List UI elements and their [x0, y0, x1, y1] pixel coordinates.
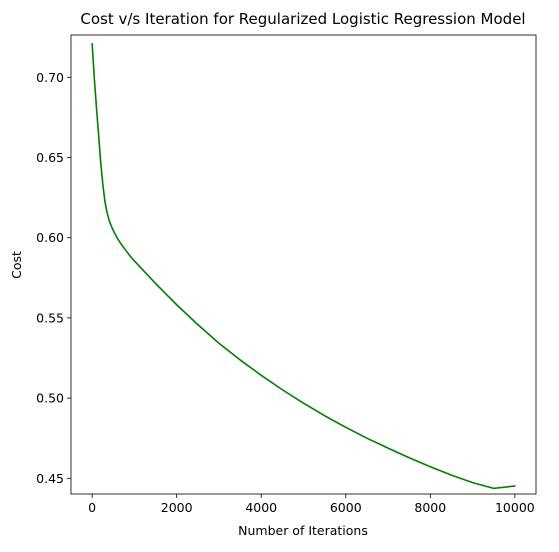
y-tick-label: 0.65 — [36, 150, 64, 165]
plot-frame — [70, 34, 537, 495]
x-tick-label: 8000 — [414, 500, 446, 515]
y-axis-label: Cost — [9, 251, 24, 279]
y-tick-label: 0.60 — [36, 230, 64, 245]
x-tick-label: 6000 — [330, 500, 362, 515]
y-tick-label: 0.45 — [36, 471, 64, 486]
x-tick-label: 10000 — [495, 500, 535, 515]
x-tick-label: 4000 — [245, 500, 277, 515]
x-axis-label: Number of Iterations — [238, 523, 368, 538]
series-line-0 — [91, 42, 516, 490]
x-tick-label: 0 — [88, 500, 96, 515]
y-tick-label: 0.50 — [36, 391, 64, 406]
x-tick-label: 2000 — [161, 500, 193, 515]
chart-title: Cost v/s Iteration for Regularized Logis… — [80, 10, 525, 28]
plot-area: 0 2000 4000 6000 8000 10000 0.45 0.50 0.55 0.60 0.… — [36, 34, 537, 515]
y-tick-label: 0.70 — [36, 70, 64, 85]
y-tick-label: 0.55 — [36, 310, 64, 325]
